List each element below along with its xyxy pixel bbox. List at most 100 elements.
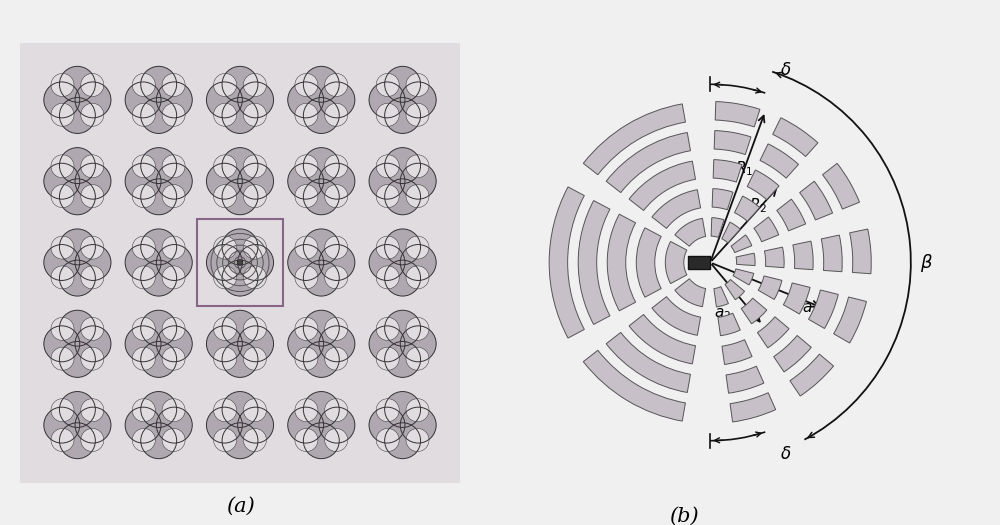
Circle shape xyxy=(44,326,80,362)
Circle shape xyxy=(376,347,399,370)
Wedge shape xyxy=(718,313,740,335)
Circle shape xyxy=(44,245,80,280)
FancyBboxPatch shape xyxy=(139,162,178,201)
Circle shape xyxy=(295,347,318,370)
Circle shape xyxy=(288,407,324,443)
Circle shape xyxy=(406,398,429,422)
Circle shape xyxy=(51,428,74,452)
Circle shape xyxy=(141,423,177,459)
FancyBboxPatch shape xyxy=(302,80,341,120)
Circle shape xyxy=(376,428,399,452)
Wedge shape xyxy=(834,297,866,343)
FancyBboxPatch shape xyxy=(220,405,260,445)
Circle shape xyxy=(59,423,95,459)
Circle shape xyxy=(162,74,185,97)
Wedge shape xyxy=(790,354,834,396)
Circle shape xyxy=(81,155,104,178)
Circle shape xyxy=(406,103,429,127)
Wedge shape xyxy=(715,101,760,127)
Circle shape xyxy=(222,148,258,184)
FancyBboxPatch shape xyxy=(139,243,178,282)
Wedge shape xyxy=(764,247,784,268)
Circle shape xyxy=(295,266,318,289)
Circle shape xyxy=(385,341,421,377)
Circle shape xyxy=(303,392,339,427)
Circle shape xyxy=(59,392,95,427)
Circle shape xyxy=(59,148,95,184)
Circle shape xyxy=(295,428,318,452)
Circle shape xyxy=(295,103,318,127)
Circle shape xyxy=(125,326,161,362)
Wedge shape xyxy=(823,163,860,209)
Circle shape xyxy=(51,74,74,97)
FancyBboxPatch shape xyxy=(383,405,422,445)
Circle shape xyxy=(222,229,258,265)
Circle shape xyxy=(243,236,266,259)
Circle shape xyxy=(406,318,429,340)
Circle shape xyxy=(206,326,242,362)
Circle shape xyxy=(81,398,104,422)
Circle shape xyxy=(400,82,436,118)
Circle shape xyxy=(132,74,155,97)
Wedge shape xyxy=(714,131,751,154)
Circle shape xyxy=(214,318,237,340)
Circle shape xyxy=(162,347,185,370)
Circle shape xyxy=(376,236,399,259)
Circle shape xyxy=(162,318,185,340)
Circle shape xyxy=(376,398,399,422)
Wedge shape xyxy=(725,279,745,300)
Wedge shape xyxy=(629,161,696,211)
Circle shape xyxy=(243,74,266,97)
Wedge shape xyxy=(741,298,767,324)
Wedge shape xyxy=(714,287,728,307)
FancyBboxPatch shape xyxy=(139,405,178,445)
FancyBboxPatch shape xyxy=(383,80,422,120)
Circle shape xyxy=(376,266,399,289)
Circle shape xyxy=(214,155,237,178)
Circle shape xyxy=(59,260,95,296)
FancyBboxPatch shape xyxy=(58,243,97,282)
Circle shape xyxy=(288,245,324,280)
Circle shape xyxy=(75,163,111,199)
Wedge shape xyxy=(730,393,776,422)
Circle shape xyxy=(132,266,155,289)
Text: $R_2$: $R_2$ xyxy=(749,196,768,215)
Circle shape xyxy=(319,326,355,362)
Wedge shape xyxy=(793,241,813,270)
Wedge shape xyxy=(713,160,742,182)
Circle shape xyxy=(162,266,185,289)
Circle shape xyxy=(400,407,436,443)
Circle shape xyxy=(162,103,185,127)
Text: $\delta$: $\delta$ xyxy=(780,446,792,464)
Circle shape xyxy=(238,82,274,118)
Circle shape xyxy=(222,260,258,296)
Bar xyxy=(688,256,710,269)
Circle shape xyxy=(132,428,155,452)
FancyBboxPatch shape xyxy=(139,324,178,363)
Circle shape xyxy=(303,423,339,459)
Wedge shape xyxy=(606,332,690,393)
Text: (b): (b) xyxy=(669,507,699,525)
Circle shape xyxy=(222,341,258,377)
Circle shape xyxy=(243,103,266,127)
Circle shape xyxy=(325,318,348,340)
Circle shape xyxy=(369,82,405,118)
Circle shape xyxy=(238,245,274,280)
Circle shape xyxy=(385,310,421,346)
Wedge shape xyxy=(774,335,811,372)
Text: $\delta$: $\delta$ xyxy=(780,61,792,79)
Circle shape xyxy=(319,245,355,280)
Circle shape xyxy=(325,103,348,127)
Wedge shape xyxy=(773,118,818,156)
Circle shape xyxy=(222,98,258,133)
Circle shape xyxy=(295,236,318,259)
Circle shape xyxy=(75,82,111,118)
Circle shape xyxy=(243,155,266,178)
Wedge shape xyxy=(733,269,754,285)
FancyBboxPatch shape xyxy=(383,162,422,201)
Wedge shape xyxy=(783,283,810,314)
Circle shape xyxy=(214,428,237,452)
Circle shape xyxy=(141,66,177,102)
Circle shape xyxy=(206,163,242,199)
Circle shape xyxy=(141,148,177,184)
